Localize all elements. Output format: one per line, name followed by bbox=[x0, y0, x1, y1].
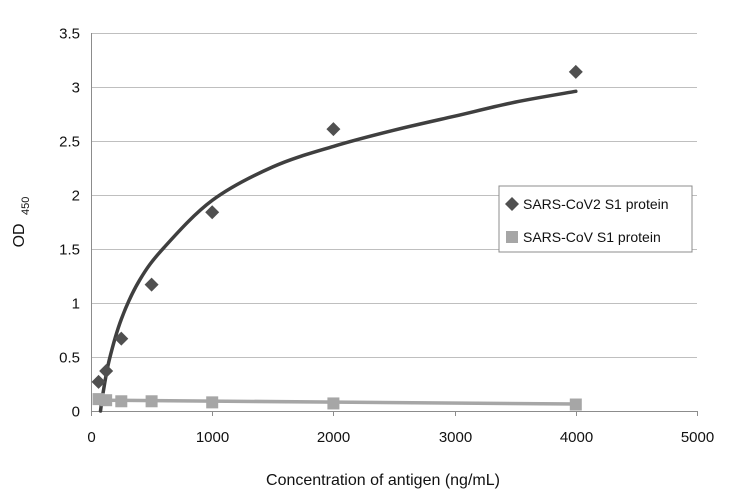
y-tick-label: 0.5 bbox=[59, 350, 80, 367]
y-tick-label: 2.5 bbox=[59, 134, 80, 151]
x-tick-label: 2000 bbox=[317, 429, 350, 446]
square-marker bbox=[569, 398, 582, 411]
diamond-marker bbox=[568, 64, 583, 79]
data-markers bbox=[91, 64, 583, 411]
legend-label: SARS-CoV S1 protein bbox=[523, 229, 661, 245]
y-tick-label: 0 bbox=[72, 404, 80, 421]
square-marker bbox=[206, 396, 219, 409]
diamond-marker bbox=[114, 331, 129, 346]
x-tick-label: 4000 bbox=[560, 429, 593, 446]
x-tick-label: 0 bbox=[87, 429, 95, 446]
y-tick-label: 1 bbox=[72, 296, 80, 313]
legend-square-icon bbox=[506, 231, 518, 243]
legend-box bbox=[498, 185, 693, 253]
legend-entries: SARS-CoV2 S1 protein SARS-CoV S1 protein bbox=[505, 196, 669, 245]
legend-label: SARS-CoV2 S1 protein bbox=[523, 196, 669, 212]
square-marker bbox=[327, 397, 340, 410]
diamond-marker bbox=[144, 277, 159, 292]
sars-cov2-series bbox=[91, 64, 583, 389]
y-axis-title: OD 450 bbox=[11, 197, 32, 248]
square-marker bbox=[100, 394, 113, 407]
x-tick-label: 5000 bbox=[681, 429, 714, 446]
y-tick-label: 3 bbox=[72, 80, 80, 97]
diamond-marker bbox=[205, 205, 220, 220]
x-axis-title: Concentration of antigen (ng/mL) bbox=[266, 472, 500, 489]
diamond-marker bbox=[91, 374, 106, 389]
diamond-marker bbox=[99, 364, 114, 379]
square-marker bbox=[145, 395, 158, 408]
legend: SARS-CoV2 S1 protein SARS-CoV S1 protein bbox=[498, 185, 693, 253]
y-tick-label: 1.5 bbox=[59, 242, 80, 259]
x-tick-labels: 0 1000 2000 3000 4000 5000 bbox=[87, 429, 714, 446]
legend-entry: SARS-CoV S1 protein bbox=[506, 229, 661, 245]
x-tick-label: 3000 bbox=[439, 429, 472, 446]
y-tick-label: 2 bbox=[72, 188, 80, 205]
y-tick-labels: 0 0.5 1 1.5 2 2.5 3 3.5 bbox=[59, 26, 80, 421]
grid-lines bbox=[91, 33, 697, 358]
sars-cov-series bbox=[92, 393, 582, 411]
y-axis-title-main: OD bbox=[11, 223, 28, 247]
legend-diamond-icon bbox=[505, 197, 519, 211]
y-tick-label: 3.5 bbox=[59, 26, 80, 43]
y-axis-title-subscript: 450 bbox=[20, 197, 32, 215]
diamond-marker bbox=[326, 122, 341, 137]
sars-cov2-trendline bbox=[98, 89, 578, 413]
axes bbox=[91, 33, 698, 416]
x-tick-label: 1000 bbox=[196, 429, 229, 446]
legend-entry: SARS-CoV2 S1 protein bbox=[505, 196, 669, 212]
square-marker bbox=[115, 395, 128, 408]
